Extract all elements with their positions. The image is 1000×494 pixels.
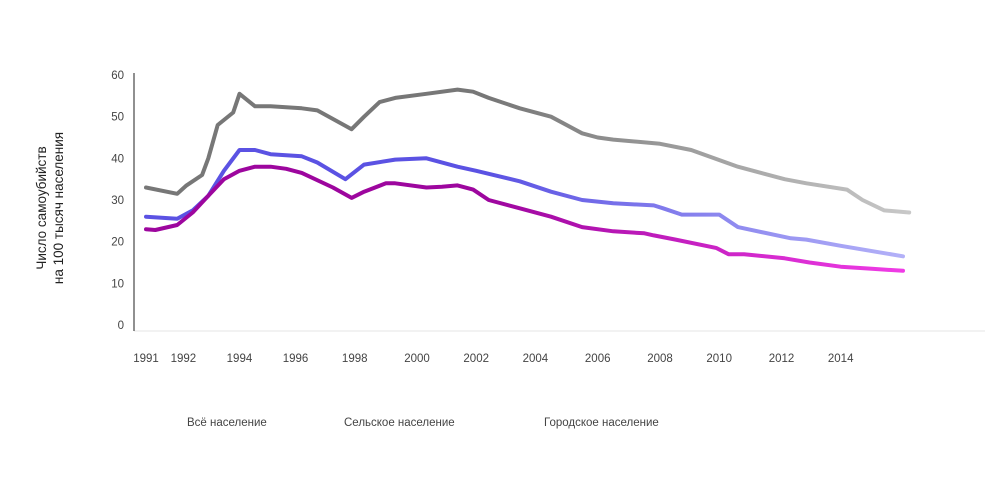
y-tick-label: 50: [111, 112, 124, 124]
y-tick-label: 20: [111, 237, 124, 249]
x-tick-label: 1992: [171, 353, 197, 365]
y-tick-label: 10: [111, 278, 124, 290]
y-tick-label: 60: [111, 70, 124, 82]
x-tick-label: 2000: [404, 353, 430, 365]
x-tick-label: 1991: [133, 353, 159, 365]
x-tick-label: 2012: [769, 353, 795, 365]
x-tick-label: 2002: [463, 353, 489, 365]
x-tick-label: 2010: [706, 353, 732, 365]
legend-label-1: Всё население: [187, 417, 267, 429]
x-tick-label: 2014: [828, 353, 854, 365]
series-lines: [144, 87, 912, 273]
legend-label-2: Сельское население: [344, 417, 455, 429]
y-axis-label-line-1: Число самоубийств: [34, 146, 49, 269]
x-tick-label: 1994: [227, 353, 253, 365]
series-line-3: [144, 164, 905, 273]
x-tick-label: 2004: [523, 353, 549, 365]
y-axis-label-line-2: на 100 тысяч населения: [51, 132, 66, 284]
y-tick-label: 30: [111, 195, 124, 207]
legend-label-3: Городское население: [544, 417, 659, 429]
series-line-2: [144, 87, 912, 215]
legend: Всё население Сельское население Городское…: [132, 417, 659, 429]
x-tick-label: 1998: [342, 353, 368, 365]
y-ticks: 0 10 20 30 40 50 60: [111, 70, 124, 332]
series-line-1: [144, 148, 905, 259]
x-tick-label: 2006: [585, 353, 611, 365]
y-tick-label: 0: [118, 320, 124, 332]
x-ticks: 1991 1992 1994 1996 1998 2000 2002 2004 2006 2008…: [133, 353, 854, 365]
y-tick-label: 40: [111, 153, 124, 165]
x-tick-label: 1996: [283, 353, 309, 365]
y-axis-label: Число самоубийств на 100 тысяч населения: [34, 132, 66, 284]
axes: [133, 73, 985, 332]
x-tick-label: 2008: [647, 353, 673, 365]
